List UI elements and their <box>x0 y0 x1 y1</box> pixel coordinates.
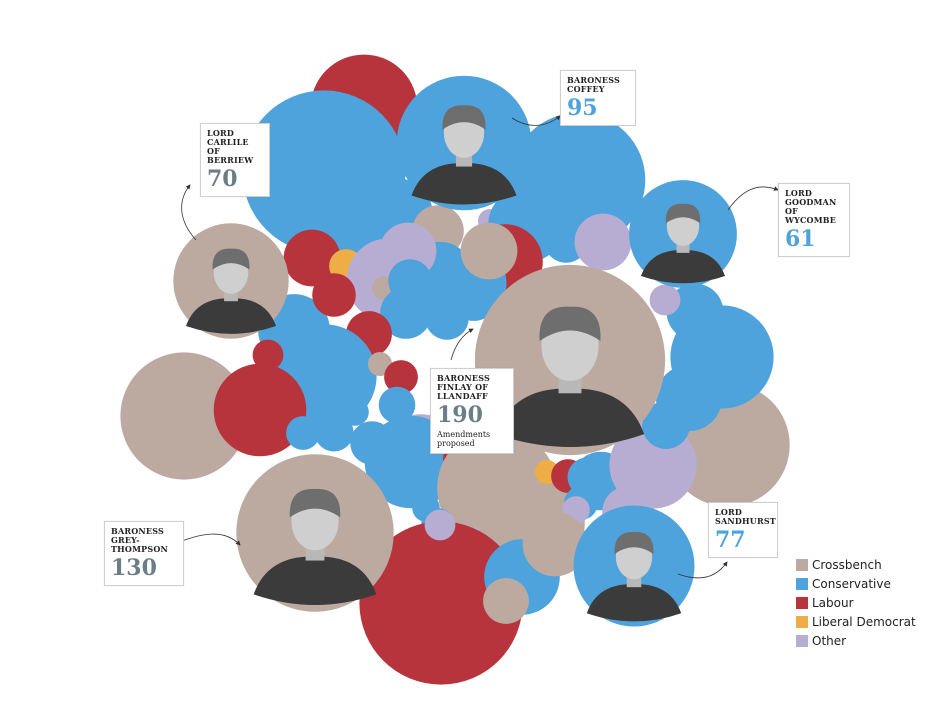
bubble-conservative-32 <box>314 412 354 452</box>
legend-item-conservative: Conservative <box>796 574 916 593</box>
portrait-hair <box>212 248 250 270</box>
portrait-hair <box>442 105 486 130</box>
portrait-shoulders <box>411 163 517 205</box>
legend-item-labour: Labour <box>796 593 916 612</box>
label-name-lord-sandhurst: LORD SANDHURST <box>715 507 776 526</box>
bubble-other-66 <box>424 509 456 541</box>
legend-label-conservative: Conservative <box>812 576 891 591</box>
photo-bubble-baroness-grey-thompson <box>236 454 394 612</box>
label-name-lord-carlile-of-berriew: LORD CARLILE OF BERRIEW <box>207 128 254 165</box>
bubble-labour-30 <box>213 363 307 457</box>
photos-layer <box>173 75 737 627</box>
legend-label-other: Other <box>812 633 847 648</box>
label-value-lord-sandhurst: 77 <box>715 527 746 553</box>
bubble-crossbench-63 <box>460 222 518 280</box>
label-value-baroness-coffey: 95 <box>567 95 598 121</box>
bubble-conservative-33 <box>286 416 320 450</box>
bubble-labour-26 <box>252 339 284 371</box>
photo-bubble-lord-sandhurst <box>573 505 695 627</box>
label-name-baroness-coffey: BARONESS COFFEY <box>567 75 620 94</box>
portrait-shoulders <box>640 250 726 284</box>
bubble-labour-10 <box>283 229 341 287</box>
photo-bubble-baroness-finlay-of-llandaff <box>474 264 666 456</box>
label-name-baroness-grey-thompson: BARONESS GREY-THOMPSON <box>111 526 169 554</box>
portrait-hair <box>614 532 654 554</box>
bubble-conservative-61 <box>655 364 723 432</box>
label-box-baroness-coffey: BARONESS COFFEY 95 <box>560 70 636 126</box>
callout-arrow-lord-sandhurst <box>677 561 728 579</box>
legend-swatch-liberal-democrat <box>796 615 808 628</box>
bubble-conservative-28 <box>378 386 416 424</box>
portrait-hair <box>289 488 341 518</box>
label-value-baroness-finlay-of-llandaff: 190 <box>437 402 483 428</box>
legend-item-crossbench: Crossbench <box>796 555 916 574</box>
callout-arrow-baroness-finlay-of-llandaff <box>450 328 474 361</box>
photo-bubble-baroness-coffey <box>396 75 532 211</box>
bubble-crossbench-53 <box>522 511 588 577</box>
label-value-lord-carlile-of-berriew: 70 <box>207 166 238 192</box>
legend-label-crossbench: Crossbench <box>812 557 882 572</box>
bubble-other-8 <box>574 213 632 271</box>
label-box-baroness-grey-thompson: BARONESS GREY-THOMPSON 130 <box>104 521 184 586</box>
bubble-conservative-65 <box>388 259 432 303</box>
legend-swatch-conservative <box>796 577 808 590</box>
legend-swatch-crossbench <box>796 558 808 571</box>
legend-swatch-other <box>796 634 808 647</box>
label-box-baroness-finlay-of-llandaff: BARONESS FINLAY OF LLANDAFF 190 Amendments… <box>430 368 514 454</box>
legend-swatch-labour <box>796 596 808 609</box>
label-box-lord-sandhurst: LORD SANDHURST 77 <box>708 502 778 558</box>
label-value-lord-goodman-of-wycombe: 61 <box>785 226 816 252</box>
bubble-crossbench-29 <box>120 352 248 480</box>
portrait-shoulders <box>185 298 277 334</box>
bubble-labour-24 <box>312 273 356 317</box>
legend-item-liberal-democrat: Liberal Democrat <box>796 612 916 631</box>
bubble-crossbench-52 <box>483 578 529 624</box>
legend-label-liberal-democrat: Liberal Democrat <box>812 614 916 629</box>
label-name-lord-goodman-of-wycombe: LORD GOODMAN OF WYCOMBE <box>785 188 837 225</box>
portrait-shoulders <box>253 556 377 605</box>
label-box-lord-goodman-of-wycombe: LORD GOODMAN OF WYCOMBE 61 <box>778 183 850 257</box>
label-value-baroness-grey-thompson: 130 <box>111 555 157 581</box>
photo-bubble-lord-carlile-of-berriew <box>173 223 289 339</box>
bubble-other-59 <box>649 284 681 316</box>
label-name-baroness-finlay-of-llandaff: BARONESS FINLAY OF LLANDAFF <box>437 373 490 401</box>
portrait-hair <box>665 203 701 224</box>
legend: Crossbench Conservative Labour Liberal D… <box>796 555 916 650</box>
portrait-hair <box>539 306 601 341</box>
callout-arrow-lord-carlile-of-berriew <box>181 184 197 241</box>
callout-arrow-lord-goodman-of-wycombe <box>727 186 779 211</box>
bubble-labour-27 <box>384 360 418 394</box>
bubble-labour-50 <box>359 521 523 685</box>
label-subtitle-baroness-finlay-of-llandaff: Amendments proposed <box>437 430 491 448</box>
legend-label-labour: Labour <box>812 595 854 610</box>
callout-arrow-baroness-coffey <box>511 115 561 126</box>
bubble-conservative-58 <box>666 283 724 341</box>
portrait-shoulders <box>495 388 645 448</box>
portrait-shoulders <box>586 584 682 622</box>
label-box-lord-carlile-of-berriew: LORD CARLILE OF BERRIEW 70 <box>200 123 270 197</box>
legend-item-other: Other <box>796 631 916 650</box>
photo-bubble-lord-goodman-of-wycombe <box>629 180 737 288</box>
